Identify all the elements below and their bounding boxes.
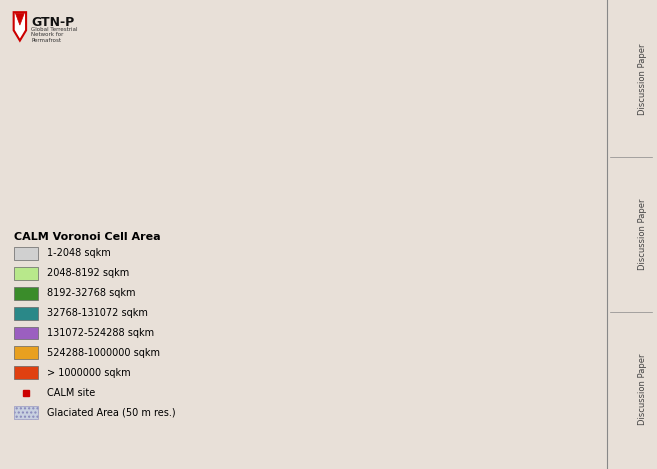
Bar [14,366,37,379]
Text: CALM Voronoi Cell Area: CALM Voronoi Cell Area [14,232,161,242]
Bar [14,326,37,340]
Text: 131072-524288 sqkm: 131072-524288 sqkm [47,328,154,338]
Text: Glaciated Area (50 m res.): Glaciated Area (50 m res.) [47,408,176,418]
Text: GTN-P: GTN-P [32,16,75,30]
Text: Discussion Paper: Discussion Paper [638,44,646,115]
Text: 1-2048 sqkm: 1-2048 sqkm [47,248,111,258]
Bar [14,247,37,260]
Bar [14,406,37,419]
Bar [14,267,37,280]
Polygon shape [16,13,24,25]
Text: 32768-131072 sqkm: 32768-131072 sqkm [47,308,148,318]
Bar [14,307,37,319]
Text: CALM site: CALM site [47,388,95,398]
Text: 524288-1000000 sqkm: 524288-1000000 sqkm [47,348,160,358]
Bar [14,287,37,300]
Text: Global Terrestrial
Network for
Permafrost: Global Terrestrial Network for Permafros… [32,27,78,43]
Text: 2048-8192 sqkm: 2048-8192 sqkm [47,268,129,278]
Text: 8192-32768 sqkm: 8192-32768 sqkm [47,288,136,298]
Text: Discussion Paper: Discussion Paper [638,354,646,425]
Bar [14,347,37,359]
Text: > 1000000 sqkm: > 1000000 sqkm [47,368,131,378]
Polygon shape [14,12,26,41]
Text: Discussion Paper: Discussion Paper [638,199,646,270]
